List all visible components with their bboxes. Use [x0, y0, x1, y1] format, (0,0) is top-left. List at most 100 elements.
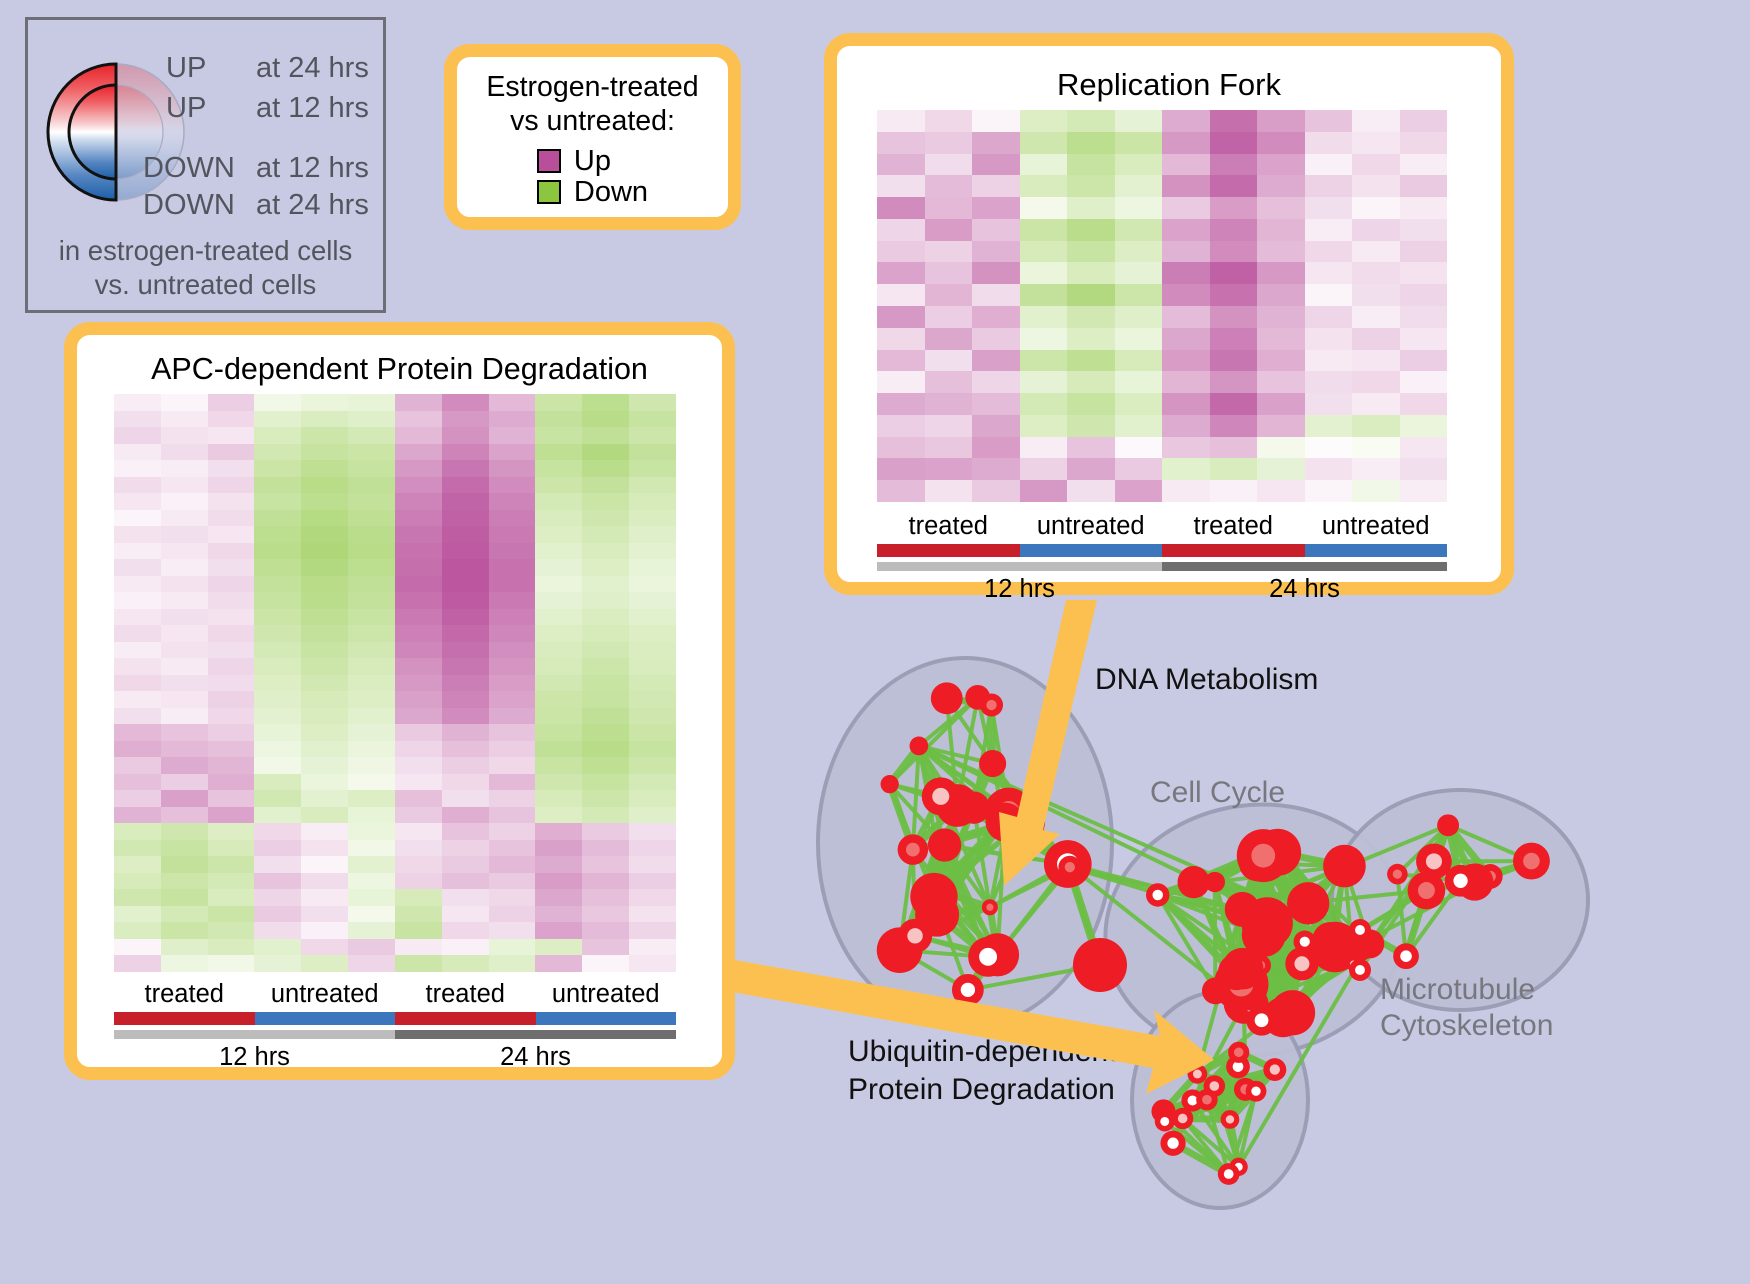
heatmap-cell: [1067, 306, 1115, 328]
heatmap-cell: [489, 576, 536, 593]
heatmap-cell: [1115, 480, 1163, 502]
heatmap-cell: [114, 675, 161, 692]
heatmap-cell: [161, 873, 208, 890]
heatmap-cell: [1210, 350, 1258, 372]
heatmap-cell: [489, 708, 536, 725]
network-node: [881, 775, 899, 793]
heatmap-cell: [1352, 110, 1400, 132]
heatmap-cell: [442, 807, 489, 824]
network-node-core: [1453, 874, 1467, 888]
treatment-bar-segment: [1020, 544, 1163, 557]
heatmap-cell: [1210, 175, 1258, 197]
heatmap-cell: [535, 906, 582, 923]
heatmap-cell: [348, 394, 395, 411]
heatmap-cell: [629, 427, 676, 444]
heatmap-cell: [877, 437, 925, 459]
heatmap-cell: [114, 576, 161, 593]
legend-title-line1: Estrogen-treated: [486, 71, 698, 105]
heatmap-cell: [254, 955, 301, 972]
heatmap-cell: [1162, 328, 1210, 350]
heatmap-cell: [395, 873, 442, 890]
heatmap-cell: [1400, 350, 1448, 372]
heatmap-cell: [535, 873, 582, 890]
colorwheel-caption-line1: in estrogen-treated cells: [28, 234, 383, 268]
heatmap-cell: [535, 592, 582, 609]
network-node-core: [961, 983, 975, 997]
heatmap-cell: [442, 708, 489, 725]
heatmap-cell: [489, 757, 536, 774]
heatmap-cell: [582, 873, 629, 890]
heatmap-cell: [925, 284, 973, 306]
network-node-core: [1270, 1064, 1280, 1074]
heatmap-cell: [535, 411, 582, 428]
heatmap-cell: [535, 708, 582, 725]
heatmap-cell: [254, 394, 301, 411]
heatmap-cell: [1115, 154, 1163, 176]
heatmap-cell: [535, 823, 582, 840]
heatmap-cell: [1305, 175, 1353, 197]
heatmap-cell: [925, 437, 973, 459]
heatmap-cell: [972, 393, 1020, 415]
heatmap-cell: [254, 477, 301, 494]
heatmap-cell: [254, 823, 301, 840]
heatmap-cell: [582, 724, 629, 741]
heatmap-cell: [1400, 371, 1448, 393]
heatmap-cell: [1352, 175, 1400, 197]
heatmap-cell: [1067, 219, 1115, 241]
heatmap-cell: [348, 790, 395, 807]
heatmap-cell: [1115, 350, 1163, 372]
heatmap-cell: [1257, 350, 1305, 372]
heatmap-cell: [395, 444, 442, 461]
heatmap-cell: [208, 411, 255, 428]
treatment-color-bar: [114, 1012, 676, 1025]
heatmap-cell: [301, 675, 348, 692]
heatmap-cell: [972, 306, 1020, 328]
treatment-bar-segment: [114, 1012, 255, 1025]
heatmap-cell: [582, 741, 629, 758]
heatmap-cell: [582, 807, 629, 824]
heatmap-cell: [161, 394, 208, 411]
heatmap-cell: [114, 708, 161, 725]
heatmap-cell: [582, 889, 629, 906]
heatmap-cell: [535, 807, 582, 824]
heatmap-cell: [161, 609, 208, 626]
pathway-network: DNA Metabolism Cell Cycle Microtubule Cy…: [760, 600, 1750, 1279]
heatmap-cell: [489, 444, 536, 461]
heatmap-cell: [629, 939, 676, 956]
heatmap-cell: [877, 175, 925, 197]
heatmap-cell: [1020, 415, 1068, 437]
heatmap-cell: [301, 873, 348, 890]
heatmap-cell: [161, 807, 208, 824]
network-node-core: [1400, 950, 1412, 962]
heatmap-cell: [161, 493, 208, 510]
heatmap-cell: [1115, 415, 1163, 437]
heatmap-cell: [582, 444, 629, 461]
heatmap-cell: [1020, 197, 1068, 219]
heatmap-cell: [1352, 306, 1400, 328]
heatmap-cell: [114, 889, 161, 906]
heatmap-cell: [925, 132, 973, 154]
heatmap-cell: [395, 642, 442, 659]
network-node: [1437, 814, 1459, 836]
heatmap-cell: [161, 675, 208, 692]
heatmap-cell: [254, 493, 301, 510]
heatmap-cell: [301, 708, 348, 725]
heatmap-cell: [254, 790, 301, 807]
heatmap-cell: [972, 284, 1020, 306]
heatmap-cell: [395, 856, 442, 873]
time-bar-segment: [114, 1030, 395, 1039]
heatmap-cell: [582, 460, 629, 477]
heatmap-cell: [629, 889, 676, 906]
treatment-label: untreated: [1305, 512, 1448, 540]
heatmap-cell: [1020, 371, 1068, 393]
heatmap-cell: [161, 576, 208, 593]
heatmap-cell: [301, 889, 348, 906]
heatmap-cell: [442, 576, 489, 593]
colorwheel-caption-line2: vs. untreated cells: [28, 268, 383, 302]
heatmap-cell: [1162, 480, 1210, 502]
heatmap-cell: [1305, 154, 1353, 176]
heatmap-cell: [208, 625, 255, 642]
heatmap-cell: [301, 444, 348, 461]
heatmap-cell: [442, 873, 489, 890]
